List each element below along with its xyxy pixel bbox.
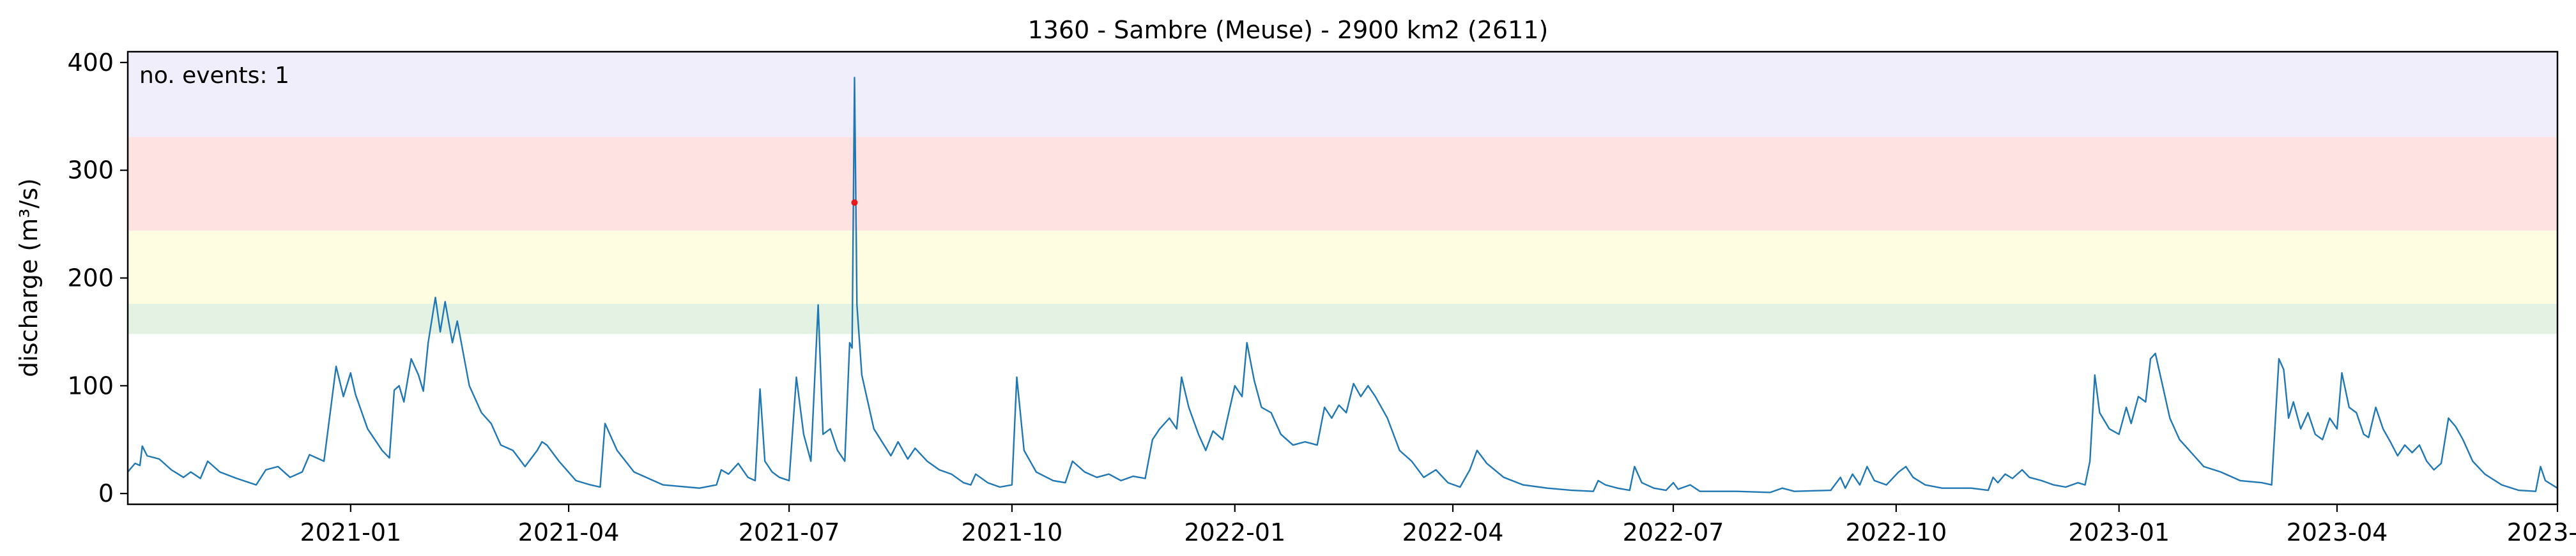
y-axis-label: discharge (m³/s) [15,178,43,377]
x-tick-label: 2023-01 [2068,518,2170,546]
event-count-annotation: no. events: 1 [139,63,289,89]
threshold-bands [128,52,2557,334]
x-tick-label: 2023-04 [2287,518,2388,546]
threshold-band-2 [128,230,2557,304]
y-tick-label: 100 [67,372,114,400]
event-markers [851,199,858,206]
x-tick-label: 2021-01 [300,518,401,546]
discharge-line-1 [127,77,2558,493]
y-tick-label: 400 [67,49,114,77]
y-tick-label: 0 [98,479,114,507]
threshold-band-4 [128,52,2557,137]
x-tick-label: 2021-04 [518,518,620,546]
y-axis: 0 100 200 300 400 [67,49,128,507]
x-tick-label: 2022-10 [1845,518,1947,546]
x-tick-label: 2021-07 [739,518,840,546]
x-tick-label: 2022-04 [1402,518,1504,546]
event-marker-1 [851,199,858,206]
x-tick-label: 2022-01 [1184,518,1285,546]
y-tick-label: 200 [67,264,114,292]
x-tick-label: 2023-07 [2507,518,2576,546]
threshold-band-1 [128,304,2557,334]
x-tick-label: 2022-07 [1623,518,1724,546]
x-axis: 2021-01 2021-04 2021-07 2021-10 2022-01 2022-… [300,504,2576,546]
discharge-series [127,77,2558,493]
y-tick-label: 300 [67,156,114,184]
chart-title: 1360 - Sambre (Meuse) - 2900 km2 (2611) [1028,16,1549,44]
threshold-band-3 [128,137,2557,231]
x-tick-label: 2021-10 [962,518,1063,546]
